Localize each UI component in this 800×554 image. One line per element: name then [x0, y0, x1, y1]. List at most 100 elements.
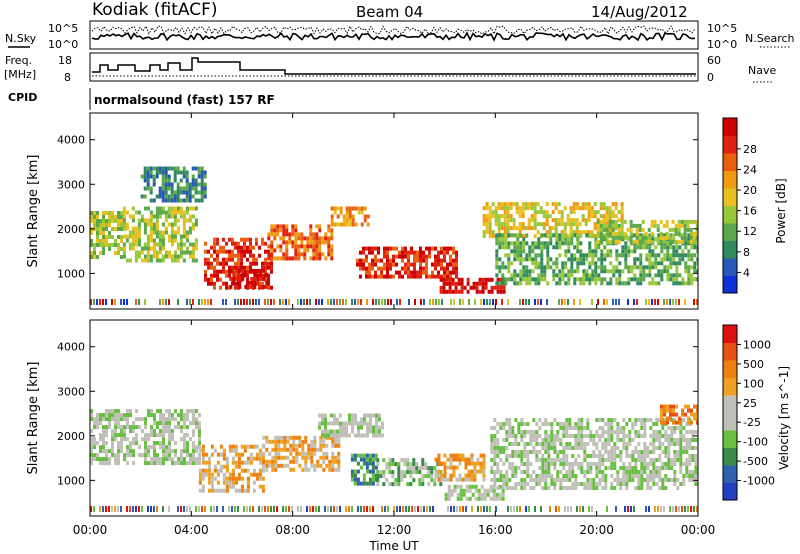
heatmap-cell — [167, 178, 171, 183]
heatmap-cell — [486, 299, 488, 305]
heatmap-cell — [688, 430, 692, 434]
heatmap-cell — [482, 473, 486, 478]
heatmap-cell — [267, 299, 269, 305]
heatmap-cell — [155, 206, 159, 211]
heatmap-cell — [541, 466, 545, 470]
heatmap-cell — [628, 434, 632, 438]
heatmap-cell — [455, 477, 459, 482]
heatmap-cell — [679, 470, 683, 474]
heatmap-cell — [128, 246, 132, 251]
heatmap-cell — [348, 206, 352, 211]
heatmap-cell — [577, 434, 581, 438]
heatmap-cell — [496, 454, 500, 458]
heatmap-cell — [663, 412, 666, 417]
heatmap-cell — [552, 269, 556, 274]
heatmap-cell — [307, 467, 311, 472]
heatmap-cell — [580, 466, 584, 470]
heatmap-cell — [182, 214, 186, 219]
heatmap-cell — [234, 261, 237, 266]
heatmap-cell — [529, 438, 533, 442]
heatmap-cell — [558, 269, 562, 274]
heatmap-cell — [310, 443, 314, 448]
heatmap-cell — [513, 277, 517, 282]
heatmap-cell — [686, 227, 690, 232]
heatmap-cell — [498, 484, 502, 489]
heatmap-cell — [660, 404, 663, 409]
heatmap-cell — [93, 223, 96, 227]
heatmap-cell — [228, 472, 232, 477]
heatmap-cell — [542, 210, 546, 215]
heatmap-cell — [99, 437, 102, 442]
heatmap-cell — [135, 437, 138, 442]
heatmap-cell — [691, 454, 695, 458]
heatmap-cell — [362, 473, 366, 478]
heatmap-cell — [662, 239, 666, 244]
heatmap-cell — [306, 299, 308, 305]
heatmap-cell — [108, 409, 111, 414]
heatmap-cell — [538, 426, 542, 430]
heatmap-cell — [468, 488, 472, 493]
heatmap-cell — [642, 265, 646, 270]
heatmap-cell — [265, 435, 269, 440]
heatmap-cell — [360, 421, 363, 426]
heatmap-cell — [673, 450, 677, 454]
heatmap-cell — [360, 206, 364, 211]
heatmap-cell — [537, 277, 541, 282]
heatmap-cell — [321, 240, 325, 245]
heatmap-cell — [692, 231, 696, 236]
heatmap-cell — [526, 450, 530, 454]
heatmap-cell — [525, 257, 529, 262]
heatmap-cell — [599, 239, 603, 244]
heatmap-cell — [186, 441, 189, 446]
heatmap-cell — [267, 281, 270, 286]
heatmap-cell — [421, 462, 425, 467]
heatmap-cell — [99, 445, 102, 450]
heatmap-cell — [652, 442, 656, 446]
heatmap-cell — [117, 425, 120, 430]
heatmap-cell — [672, 253, 676, 258]
heatmap-cell — [540, 249, 544, 254]
heatmap-cell — [449, 258, 452, 263]
heatmap-cell — [268, 439, 272, 444]
heatmap-cell — [135, 433, 138, 438]
heatmap-cell — [404, 250, 407, 255]
heatmap-cell — [505, 454, 509, 458]
heatmap-cell — [270, 240, 274, 245]
heatmap-cell — [601, 470, 605, 474]
heatmap-cell — [633, 233, 637, 238]
heatmap-cell — [195, 506, 197, 512]
heatmap-cell — [621, 269, 625, 274]
heatmap-cell — [628, 474, 632, 478]
heatmap-cell — [138, 453, 141, 458]
heatmap-cell — [638, 235, 642, 240]
heatmap-cell — [696, 416, 698, 421]
heatmap-cell — [512, 222, 516, 227]
heatmap-cell — [546, 265, 550, 270]
heatmap-cell — [624, 265, 628, 270]
heatmap-cell — [222, 269, 225, 274]
heatmap-cell — [182, 242, 186, 247]
heatmap-cell — [125, 238, 129, 243]
heatmap-cell — [558, 237, 562, 242]
heatmap-cell — [161, 234, 165, 239]
heatmap-cell — [434, 457, 438, 462]
heatmap-cell — [132, 449, 135, 454]
heatmap-cell — [440, 477, 444, 482]
heatmap-cell — [552, 261, 556, 266]
heatmap-cell — [120, 449, 123, 454]
heatmap-cell — [693, 245, 697, 250]
heatmap-cell — [334, 443, 338, 448]
heatmap-cell — [595, 442, 599, 446]
heatmap-cell — [596, 231, 600, 236]
heatmap-cell — [616, 478, 620, 482]
heatmap-cell — [122, 250, 126, 255]
heatmap-cell — [396, 299, 398, 305]
heatmap-cell — [129, 506, 131, 512]
heatmap-cell — [282, 236, 286, 241]
heatmap-cell — [170, 258, 174, 263]
heatmap-cell — [498, 496, 502, 501]
heatmap-cell — [695, 219, 698, 224]
heatmap-cell — [587, 210, 591, 215]
heatmap-cell — [90, 461, 93, 466]
heatmap-cell — [666, 416, 669, 421]
